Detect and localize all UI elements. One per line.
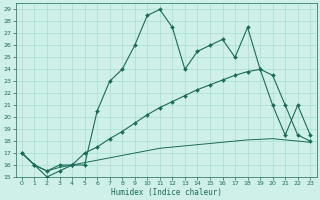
X-axis label: Humidex (Indice chaleur): Humidex (Indice chaleur) bbox=[111, 188, 221, 197]
